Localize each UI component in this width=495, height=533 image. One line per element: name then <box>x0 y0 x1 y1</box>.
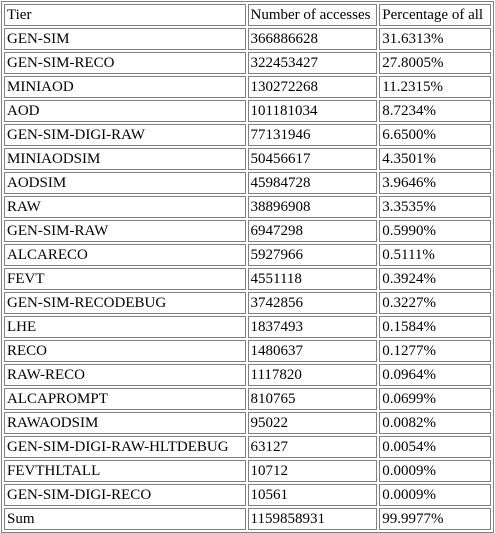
header-tier: Tier <box>4 4 246 26</box>
accesses-cell: 1837493 <box>247 316 378 338</box>
percentage-cell: 0.0009% <box>379 460 491 482</box>
table-row: AOD 101181034 8.7234% <box>4 100 491 122</box>
accesses-cell: 10712 <box>247 460 378 482</box>
accesses-cell: 45984728 <box>247 172 378 194</box>
tier-cell: RAW-RECO <box>4 364 246 386</box>
tier-cell: MINIAODSIM <box>4 148 246 170</box>
percentage-cell: 0.0082% <box>379 412 491 434</box>
table-row: GEN-SIM 366886628 31.6313% <box>4 28 491 50</box>
table-row: GEN-SIM-DIGI-RECO 10561 0.0009% <box>4 484 491 506</box>
tier-cell: Sum <box>4 508 246 530</box>
table-row: RAW 38896908 3.3535% <box>4 196 491 218</box>
tier-cell: AOD <box>4 100 246 122</box>
tier-cell: RAWAODSIM <box>4 412 246 434</box>
accesses-cell: 1117820 <box>247 364 378 386</box>
table-row: ALCAPROMPT 810765 0.0699% <box>4 388 491 410</box>
tier-cell: RECO <box>4 340 246 362</box>
percentage-cell: 0.0699% <box>379 388 491 410</box>
table-header-row: Tier Number of accesses Percentage of al… <box>4 4 491 26</box>
table-row: MINIAOD 130272268 11.2315% <box>4 76 491 98</box>
percentage-cell: 0.3924% <box>379 268 491 290</box>
percentage-cell: 0.5990% <box>379 220 491 242</box>
table-row: FEVT 4551118 0.3924% <box>4 268 491 290</box>
tier-cell: RAW <box>4 196 246 218</box>
percentage-cell: 0.0009% <box>379 484 491 506</box>
accesses-cell: 810765 <box>247 388 378 410</box>
table-row: FEVTHLTALL 10712 0.0009% <box>4 460 491 482</box>
accesses-cell: 3742856 <box>247 292 378 314</box>
accesses-cell: 38896908 <box>247 196 378 218</box>
percentage-cell: 27.8005% <box>379 52 491 74</box>
table-body: Tier Number of accesses Percentage of al… <box>4 4 491 530</box>
percentage-cell: 3.9646% <box>379 172 491 194</box>
tier-cell: GEN-SIM <box>4 28 246 50</box>
table-row: AODSIM 45984728 3.9646% <box>4 172 491 194</box>
table-row: GEN-SIM-RECO 322453427 27.8005% <box>4 52 491 74</box>
percentage-cell: 0.1277% <box>379 340 491 362</box>
tier-cell: GEN-SIM-RECO <box>4 52 246 74</box>
percentage-cell: 99.9977% <box>379 508 491 530</box>
tier-cell: FEVT <box>4 268 246 290</box>
accesses-cell: 63127 <box>247 436 378 458</box>
percentage-cell: 0.0964% <box>379 364 491 386</box>
tier-cell: AODSIM <box>4 172 246 194</box>
accesses-cell: 6947298 <box>247 220 378 242</box>
accesses-cell: 77131946 <box>247 124 378 146</box>
tier-cell: GEN-SIM-DIGI-RAW <box>4 124 246 146</box>
table-row: MINIAODSIM 50456617 4.3501% <box>4 148 491 170</box>
table-row: RAWAODSIM 95022 0.0082% <box>4 412 491 434</box>
tier-cell: GEN-SIM-RAW <box>4 220 246 242</box>
percentage-cell: 11.2315% <box>379 76 491 98</box>
table-row: ALCARECO 5927966 0.5111% <box>4 244 491 266</box>
tier-cell: MINIAOD <box>4 76 246 98</box>
accesses-cell: 4551118 <box>247 268 378 290</box>
table-row: GEN-SIM-DIGI-RAW 77131946 6.6500% <box>4 124 491 146</box>
percentage-cell: 31.6313% <box>379 28 491 50</box>
percentage-cell: 0.3227% <box>379 292 491 314</box>
accesses-cell: 366886628 <box>247 28 378 50</box>
header-percentage-of-all: Percentage of all <box>379 4 491 26</box>
percentage-cell: 8.7234% <box>379 100 491 122</box>
tier-cell: ALCAPROMPT <box>4 388 246 410</box>
accesses-cell: 1159858931 <box>247 508 378 530</box>
accesses-cell: 10561 <box>247 484 378 506</box>
table-row: Sum 1159858931 99.9977% <box>4 508 491 530</box>
percentage-cell: 0.0054% <box>379 436 491 458</box>
accesses-cell: 50456617 <box>247 148 378 170</box>
percentage-cell: 6.6500% <box>379 124 491 146</box>
table-row: LHE 1837493 0.1584% <box>4 316 491 338</box>
accesses-cell: 130272268 <box>247 76 378 98</box>
percentage-cell: 3.3535% <box>379 196 491 218</box>
percentage-cell: 4.3501% <box>379 148 491 170</box>
accesses-cell: 322453427 <box>247 52 378 74</box>
percentage-cell: 0.5111% <box>379 244 491 266</box>
table-row: GEN-SIM-RECODEBUG 3742856 0.3227% <box>4 292 491 314</box>
accesses-cell: 1480637 <box>247 340 378 362</box>
tier-cell: ALCARECO <box>4 244 246 266</box>
tier-cell: GEN-SIM-RECODEBUG <box>4 292 246 314</box>
percentage-cell: 0.1584% <box>379 316 491 338</box>
header-number-of-accesses: Number of accesses <box>247 4 378 26</box>
table-row: RAW-RECO 1117820 0.0964% <box>4 364 491 386</box>
accesses-cell: 5927966 <box>247 244 378 266</box>
tier-cell: GEN-SIM-DIGI-RECO <box>4 484 246 506</box>
accesses-cell: 95022 <box>247 412 378 434</box>
tier-cell: GEN-SIM-DIGI-RAW-HLTDEBUG <box>4 436 246 458</box>
accesses-cell: 101181034 <box>247 100 378 122</box>
tier-cell: LHE <box>4 316 246 338</box>
table-row: GEN-SIM-DIGI-RAW-HLTDEBUG 63127 0.0054% <box>4 436 491 458</box>
table-row: RECO 1480637 0.1277% <box>4 340 491 362</box>
table-row: GEN-SIM-RAW 6947298 0.5990% <box>4 220 491 242</box>
tier-cell: FEVTHLTALL <box>4 460 246 482</box>
